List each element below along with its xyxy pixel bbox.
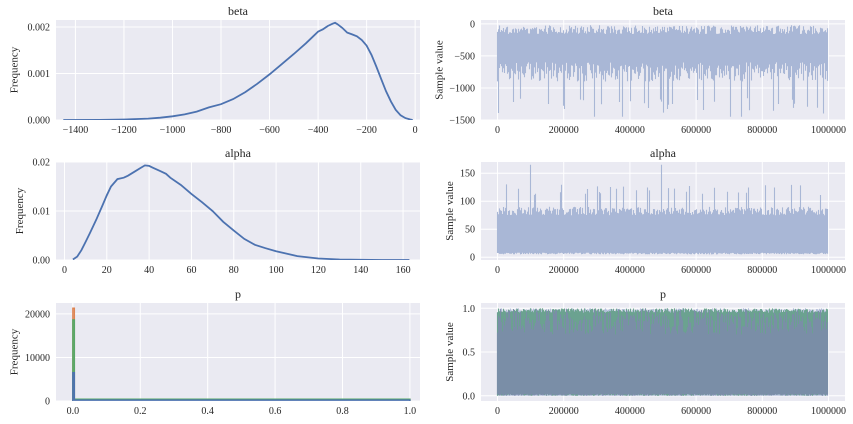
x-tick-label: −800 bbox=[211, 125, 232, 136]
x-tick-label: 20 bbox=[102, 265, 112, 276]
x-tick-label: −1200 bbox=[111, 125, 137, 136]
x-tick-label: 0.2 bbox=[134, 406, 147, 417]
x-tick-label: 0.6 bbox=[269, 406, 282, 417]
x-tick-label: 1.0 bbox=[404, 406, 417, 417]
panel-alpha-trace: 0 200000 400000 600000 800000 1000000 0 50 100 15… bbox=[444, 146, 846, 276]
panel-beta-trace: 0 200000 400000 600000 800000 1000000 −1500 −10… bbox=[434, 4, 846, 136]
y-tick-label: 0.00 bbox=[33, 256, 51, 267]
x-tick-label: 0 bbox=[413, 125, 418, 136]
x-tick-label: −1400 bbox=[63, 125, 89, 136]
x-tick-label: 1000000 bbox=[811, 265, 846, 276]
x-tick-label: 100 bbox=[269, 265, 284, 276]
plot-marks bbox=[72, 164, 410, 260]
x-tick-label: 0 bbox=[495, 265, 500, 276]
plot-marks bbox=[496, 25, 829, 117]
x-tick-label: 400000 bbox=[615, 125, 645, 136]
y-tick-label: −500 bbox=[454, 51, 475, 62]
x-tick-label: 0 bbox=[495, 125, 500, 136]
y-tick-label: 0 bbox=[45, 397, 50, 408]
y-tick-label: 0.0 bbox=[463, 391, 476, 402]
panel-p-trace: 0 200000 400000 600000 800000 1000000 0.0 0.5 1.… bbox=[444, 287, 846, 417]
panel-title: p bbox=[660, 287, 666, 301]
x-tick-label: 600000 bbox=[681, 265, 711, 276]
plot-area bbox=[56, 303, 420, 401]
y-tick-label: 1.0 bbox=[463, 304, 476, 315]
x-tick-label: 120 bbox=[311, 265, 326, 276]
x-tick-label: 40 bbox=[144, 265, 154, 276]
x-tick-label: 0.4 bbox=[201, 406, 214, 417]
y-tick-label: 100 bbox=[460, 197, 475, 208]
y-tick-label: 20000 bbox=[25, 309, 50, 320]
density-line-0 bbox=[63, 21, 413, 120]
plot-marks bbox=[72, 307, 411, 401]
y-tick-label: 50 bbox=[465, 225, 475, 236]
x-tick-label: 0.8 bbox=[336, 406, 349, 417]
y-axis-label: Frequency bbox=[9, 328, 21, 375]
panel-title: alpha bbox=[225, 146, 252, 160]
plot-marks bbox=[496, 164, 829, 255]
x-tick-label: 0.0 bbox=[67, 406, 80, 417]
x-tick-label: 0 bbox=[495, 406, 500, 417]
y-tick-label: 0.000 bbox=[28, 116, 51, 127]
trace-series-0 bbox=[496, 164, 829, 255]
x-tick-label: −200 bbox=[356, 125, 377, 136]
y-axis-label: Sample value bbox=[444, 322, 456, 382]
y-tick-label: −1500 bbox=[449, 116, 475, 127]
panel-alpha-histogram: 0 20 40 60 80 100 120 140 160 0.00 0.01 0.02 alpha Fr… bbox=[14, 146, 420, 276]
x-tick-label: 400000 bbox=[615, 265, 645, 276]
x-tick-label: −600 bbox=[259, 125, 280, 136]
x-tick-label: 200000 bbox=[549, 265, 579, 276]
x-tick-label: 80 bbox=[229, 265, 239, 276]
panel-title: alpha bbox=[650, 146, 677, 160]
y-tick-label: 150 bbox=[460, 169, 475, 180]
panel-title: p bbox=[235, 287, 241, 301]
x-tick-label: 600000 bbox=[681, 406, 711, 417]
x-tick-label: 60 bbox=[186, 265, 196, 276]
y-axis-label: Frequency bbox=[9, 46, 21, 93]
x-tick-label: 800000 bbox=[747, 265, 777, 276]
y-tick-label: −1000 bbox=[449, 83, 475, 94]
panel-beta-histogram: −1400 −1200 −1000 −800 −600 −400 −200 0 0.000 0.0… bbox=[9, 4, 420, 136]
y-tick-label: 0 bbox=[470, 253, 475, 264]
y-tick-label: 0.01 bbox=[33, 207, 51, 218]
y-axis-label: Frequency bbox=[14, 187, 26, 234]
x-tick-label: 200000 bbox=[549, 125, 579, 136]
x-tick-label: −400 bbox=[308, 125, 329, 136]
x-tick-label: 800000 bbox=[747, 406, 777, 417]
x-tick-label: 1000000 bbox=[811, 406, 846, 417]
panel-title: beta bbox=[653, 4, 674, 18]
x-tick-label: 140 bbox=[353, 265, 368, 276]
x-tick-label: 0 bbox=[62, 265, 67, 276]
y-tick-label: 0.002 bbox=[28, 22, 51, 33]
x-tick-label: 200000 bbox=[549, 406, 579, 417]
plot-marks bbox=[496, 308, 829, 396]
plot-area bbox=[56, 20, 420, 120]
panel-title: beta bbox=[228, 4, 249, 18]
trace-series-0 bbox=[496, 25, 829, 117]
y-tick-label: 0.001 bbox=[28, 69, 51, 80]
y-tick-label: 10000 bbox=[25, 353, 50, 364]
y-axis-label: Sample value bbox=[444, 181, 456, 241]
y-axis-label: Sample value bbox=[434, 40, 446, 100]
x-tick-label: 1000000 bbox=[811, 125, 846, 136]
trace-series-2 bbox=[496, 308, 829, 396]
plot-marks bbox=[63, 21, 413, 120]
x-tick-label: 600000 bbox=[681, 125, 711, 136]
panel-p-histogram: 0.0 0.2 0.4 0.6 0.8 1.0 0 10000 20000 p Frequency bbox=[9, 287, 420, 417]
density-line-0 bbox=[72, 164, 410, 260]
y-tick-label: 0.5 bbox=[463, 348, 476, 359]
histogram-line-2 bbox=[72, 371, 411, 401]
x-tick-label: 800000 bbox=[747, 125, 777, 136]
y-tick-label: 0 bbox=[470, 19, 475, 30]
y-tick-label: 0.02 bbox=[33, 158, 51, 169]
x-tick-label: 160 bbox=[396, 265, 411, 276]
x-tick-label: −1000 bbox=[160, 125, 186, 136]
x-tick-label: 400000 bbox=[615, 406, 645, 417]
